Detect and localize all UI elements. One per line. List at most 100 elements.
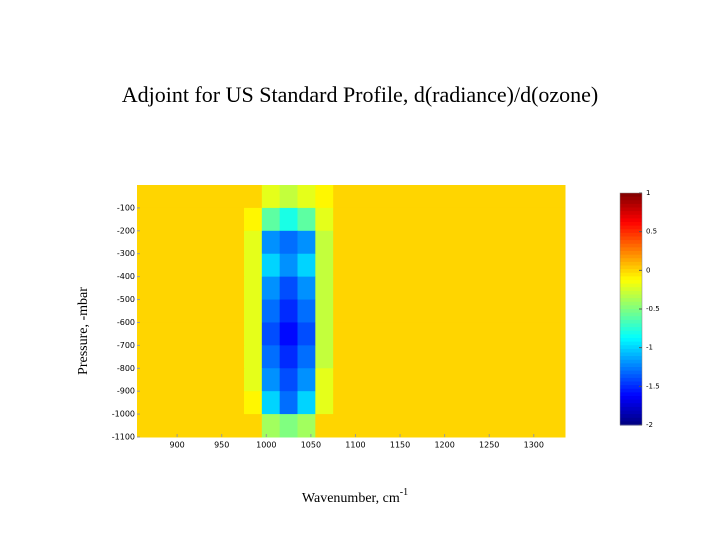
colorbar-step [620,236,642,241]
heat-cell [279,368,298,392]
heat-cell [351,345,370,369]
colorbar-step [620,319,642,324]
heat-cell [297,391,316,415]
colorbar-step [620,363,642,368]
colorbar-step [620,193,642,198]
y-tick-label: -200 [117,226,135,235]
y-tick-label: -900 [117,387,135,396]
heat-cell [529,368,548,392]
colorbar-step [620,370,642,375]
heat-cell [351,368,370,392]
heat-cell [404,276,423,301]
heat-cell [226,299,245,323]
colorbar-step [620,261,642,266]
heat-cell [529,276,548,301]
heat-cell [440,207,459,232]
heat-cell [458,368,477,392]
heat-cell [493,368,512,392]
heat-cell [529,391,548,415]
colorbar-step [620,218,642,223]
heat-cell [511,414,530,438]
heat-cell [511,322,530,346]
heat-cell [475,207,495,232]
heat-cell [422,322,441,346]
heat-cell [386,276,405,301]
heat-cell [208,230,227,255]
colorbar-step [620,283,642,288]
x-tick-label: 1200 [434,441,454,450]
x-tick-label: 1150 [390,441,410,450]
heat-cell [137,391,156,415]
heat-cell [208,414,227,438]
heat-cell [386,368,405,392]
colorbar-step [620,211,642,216]
heat-cell [226,345,245,369]
heat-cell [137,276,156,301]
heat-cell [137,253,156,278]
colorbar-step [620,200,642,205]
heat-cell [440,414,459,438]
x-tick-label: 1000 [256,441,276,450]
heat-cell [368,185,388,209]
heat-cell [208,345,227,369]
colorbar-step [620,417,642,422]
heat-cell [190,368,209,392]
heat-cell [154,345,174,369]
colorbar-tick-label: 0.5 [646,228,657,236]
heat-cell [190,230,209,255]
heat-cell [458,276,477,301]
y-tick-label: -100 [117,203,135,212]
heat-cell [154,391,174,415]
colorbar-step [620,309,642,314]
heat-cell [172,322,191,346]
heat-cell [261,276,281,301]
heat-cell [493,345,512,369]
heat-cell [351,276,370,301]
heat-cell [226,391,245,415]
colorbar-step [620,254,642,259]
heat-cell [333,414,352,438]
heat-cell [547,345,566,369]
heat-cell [190,322,209,346]
heat-cell [386,299,405,323]
heat-cell [529,230,548,255]
heat-cell [333,276,352,301]
colorbar-step [620,341,642,346]
y-tick-label: -700 [117,341,135,350]
heat-cell [529,322,548,346]
heat-cell [279,276,298,301]
heat-cell [404,207,423,232]
heat-cell [475,345,495,369]
heat-cell [475,322,495,346]
colorbar-step [620,327,642,332]
heat-cell [511,207,530,232]
heat-cell [440,368,459,392]
colorbar-step [620,338,642,343]
heat-cell [386,414,405,438]
heat-cell [511,345,530,369]
heat-cell [511,185,530,209]
heat-cell [297,368,316,392]
colorbar-step [620,334,642,339]
heat-cell [315,185,334,209]
heat-cell [333,299,352,323]
heat-cell [244,230,263,255]
heat-cell [351,253,370,278]
heat-cell [422,253,441,278]
heat-cell [440,322,459,346]
heat-cell [493,322,512,346]
heat-cell [333,185,352,209]
heat-cell [137,185,156,209]
heat-cell [172,299,191,323]
heat-cell [208,368,227,392]
heat-cell [208,299,227,323]
heat-cell [226,414,245,438]
heat-cell [368,207,388,232]
heat-cell [386,185,405,209]
heat-cell [547,185,566,209]
heat-cell [351,299,370,323]
colorbar-step [620,240,642,245]
heat-cell [315,368,334,392]
y-tick-label: -800 [117,364,135,373]
